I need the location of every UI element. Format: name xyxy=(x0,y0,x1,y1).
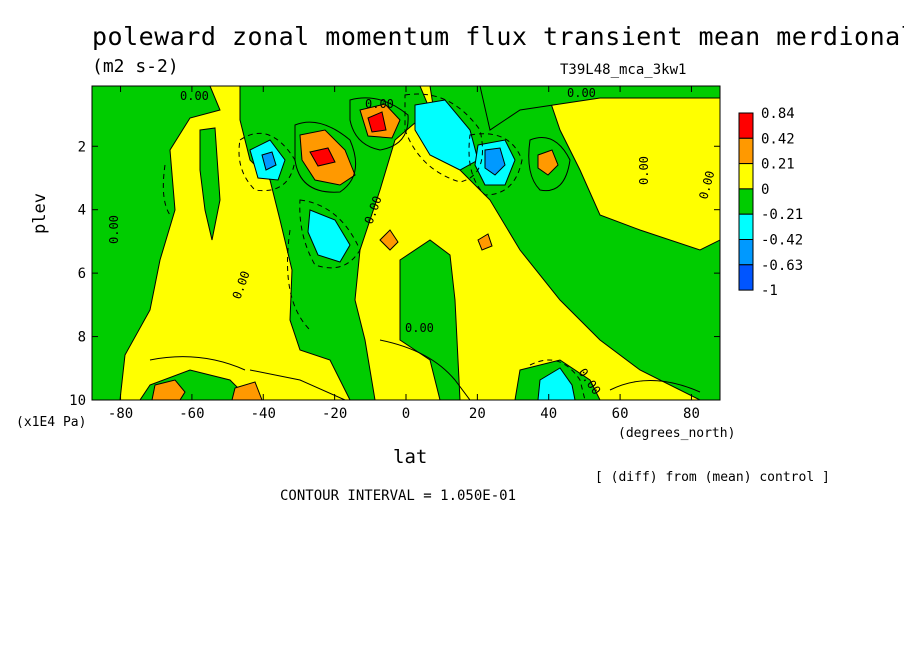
x-tick-label: -80 xyxy=(108,406,133,422)
run-id: T39L48_mca_3kw1 xyxy=(560,62,687,78)
contour-line-7 xyxy=(609,380,701,393)
contour-line-3 xyxy=(528,137,571,192)
dashed-contour-4 xyxy=(468,133,523,196)
contour-interval: CONTOUR INTERVAL = 1.050E-01 xyxy=(280,488,517,504)
x-tick-label: 0 xyxy=(402,406,410,422)
dashed-contour-7 xyxy=(162,164,171,216)
colorbar-swatch xyxy=(738,163,754,190)
colorbar-swatch xyxy=(738,264,754,291)
y-tick-label: 10 xyxy=(69,393,86,409)
cyan-south-20 xyxy=(307,209,351,263)
x-tick-label: -20 xyxy=(322,406,347,422)
colorbar-swatch xyxy=(738,213,754,240)
green-band-near-equator xyxy=(399,239,461,400)
positive-peaks-group xyxy=(151,103,559,400)
green-patch-upper-right xyxy=(479,86,720,131)
colorbar-label: 0.84 xyxy=(761,106,795,122)
x-axis-label: lat xyxy=(393,446,428,468)
x-axis-unit: (degrees_north) xyxy=(618,426,736,441)
x-tick-label: 40 xyxy=(540,406,557,422)
colorbar-label: 0.42 xyxy=(761,131,795,147)
colorbar-label: 0 xyxy=(761,182,769,198)
blue-north-25 xyxy=(484,147,506,176)
contour-label: 0.00 xyxy=(180,89,209,103)
dashed-contour-5 xyxy=(529,359,586,400)
chart-units: (m2 s-2) xyxy=(92,56,179,77)
blue-south-40 xyxy=(261,151,277,171)
x-axis-ticks: -80 -60 -40 -20 0 20 40 60 80 xyxy=(108,86,700,422)
colorbar-label: -0.42 xyxy=(761,233,803,249)
chart-title: poleward zonal momentum flux transient m… xyxy=(92,22,904,51)
cyan-north-40-lower xyxy=(537,367,576,400)
contour-label: 0.00 xyxy=(405,321,434,335)
x-tick-label: 20 xyxy=(469,406,486,422)
contour-line-4 xyxy=(379,339,471,400)
colorbar-swatch xyxy=(738,188,754,215)
x-tick-label: 60 xyxy=(612,406,629,422)
colorbar-label: 0.21 xyxy=(761,157,795,173)
colorbar-swatch xyxy=(738,112,754,139)
red-south-25 xyxy=(309,147,336,167)
y-axis-unit: (x1E4 Pa) xyxy=(16,415,87,430)
orange-south-48-lower xyxy=(231,381,263,400)
colorbar-swatch xyxy=(738,137,754,165)
red-south-8 xyxy=(367,111,387,133)
y-tick-label: 6 xyxy=(78,266,86,282)
x-tick-label: -60 xyxy=(179,406,204,422)
contour-line-5 xyxy=(149,356,246,371)
y-tick-label: 4 xyxy=(78,203,86,219)
colorbar: 0.84 0.42 0.21 0 -0.21 -0.42 -0.63 -1 xyxy=(738,106,803,299)
contour-label: 0.00 xyxy=(107,215,121,244)
dashed-contour-lines xyxy=(162,93,586,400)
colorbar-label: -0.21 xyxy=(761,207,803,223)
contour-line-2 xyxy=(349,97,409,151)
orange-north-40 xyxy=(537,149,559,176)
contour-lines xyxy=(149,97,701,400)
x-tick-label: 80 xyxy=(683,406,700,422)
dashed-contour-1 xyxy=(238,132,296,192)
colorbar-swatch xyxy=(738,239,754,266)
colorbar-label: -1 xyxy=(761,283,778,299)
y-axis-ticks: 2 4 6 8 10 xyxy=(69,139,720,409)
dashed-contour-3 xyxy=(404,93,483,183)
contour-field: 0.00 0.00 0.00 0.00 0.00 0.00 0.00 0.00 … xyxy=(92,86,720,400)
diff-note: [ (diff) from (mean) control ] xyxy=(595,470,830,485)
strong-negative-group xyxy=(249,99,576,400)
contour-label: 0.00 xyxy=(567,86,596,100)
contour-label: 0.00 xyxy=(365,97,394,111)
green-band-far-south xyxy=(92,86,221,400)
contour-line-6 xyxy=(249,369,346,400)
y-tick-label: 2 xyxy=(78,139,86,155)
colorbar-label: -0.63 xyxy=(761,258,803,274)
contour-label: 0.00 xyxy=(637,156,651,185)
y-tick-label: 8 xyxy=(78,330,86,346)
cyan-north-upper xyxy=(414,99,479,171)
x-tick-label: -40 xyxy=(251,406,276,422)
green-tongue-west xyxy=(199,127,221,241)
orange-south-70-lower xyxy=(151,379,186,400)
orange-near-zero xyxy=(379,229,399,251)
orange-north-22 xyxy=(477,233,493,251)
contour-line-1 xyxy=(294,121,357,193)
